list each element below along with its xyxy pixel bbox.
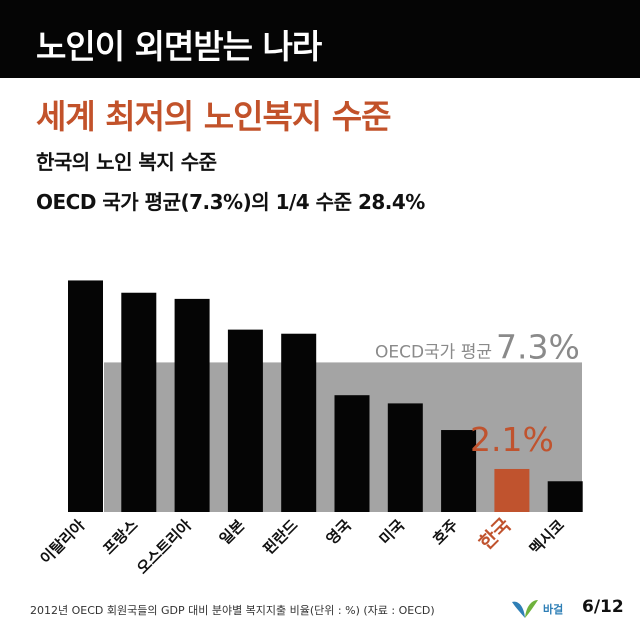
- bar-8: [494, 468, 530, 512]
- tick-label-3: 일본: [216, 516, 248, 548]
- headline: 세계 최저의 노인복지 수준: [36, 97, 391, 136]
- page-title: 노인이 외면받는 나라: [36, 27, 322, 66]
- bar-3: [227, 329, 263, 512]
- bar-6: [387, 403, 423, 512]
- brand-logo: 바걸: [510, 598, 563, 620]
- leaf-logo-icon: [512, 600, 538, 618]
- bar-7: [441, 430, 477, 512]
- tick-label-7: 호주: [429, 516, 461, 548]
- tick-label-4: 핀란드: [260, 516, 302, 558]
- subtitle-line-1: 한국의 노인 복지 수준: [36, 150, 217, 174]
- tick-label-8: 한국: [475, 514, 515, 554]
- tick-label-2: 오스트리아: [133, 516, 195, 578]
- bar-5: [334, 395, 370, 512]
- tick-label-1: 프랑스: [100, 516, 142, 558]
- tick-label-9: 멕시코: [526, 516, 568, 558]
- tick-label-0: 이탈리아: [37, 516, 89, 568]
- bar-2: [174, 298, 210, 512]
- logo-text: 바걸: [543, 603, 564, 616]
- average-value-label: 7.3%: [496, 327, 580, 366]
- tick-label-5: 영국: [323, 516, 355, 548]
- header-bar: 노인이 외면받는 나라: [0, 0, 640, 78]
- tick-label-6: 미국: [376, 516, 408, 548]
- source-note: 2012년 OECD 회원국들의 GDP 대비 분야별 복지지출 비율(단위 :…: [30, 604, 435, 617]
- bar-1: [121, 292, 157, 512]
- bar-0: [68, 280, 103, 512]
- bar-9: [547, 481, 583, 512]
- subtitle-line-2: OECD 국가 평균(7.3%)의 1/4 수준 28.4%: [36, 190, 425, 214]
- average-label: OECD국가 평균: [375, 342, 492, 362]
- bar-4: [281, 333, 317, 512]
- page-number: 6/12: [582, 597, 624, 617]
- highlight-value-label: 2.1%: [470, 420, 554, 459]
